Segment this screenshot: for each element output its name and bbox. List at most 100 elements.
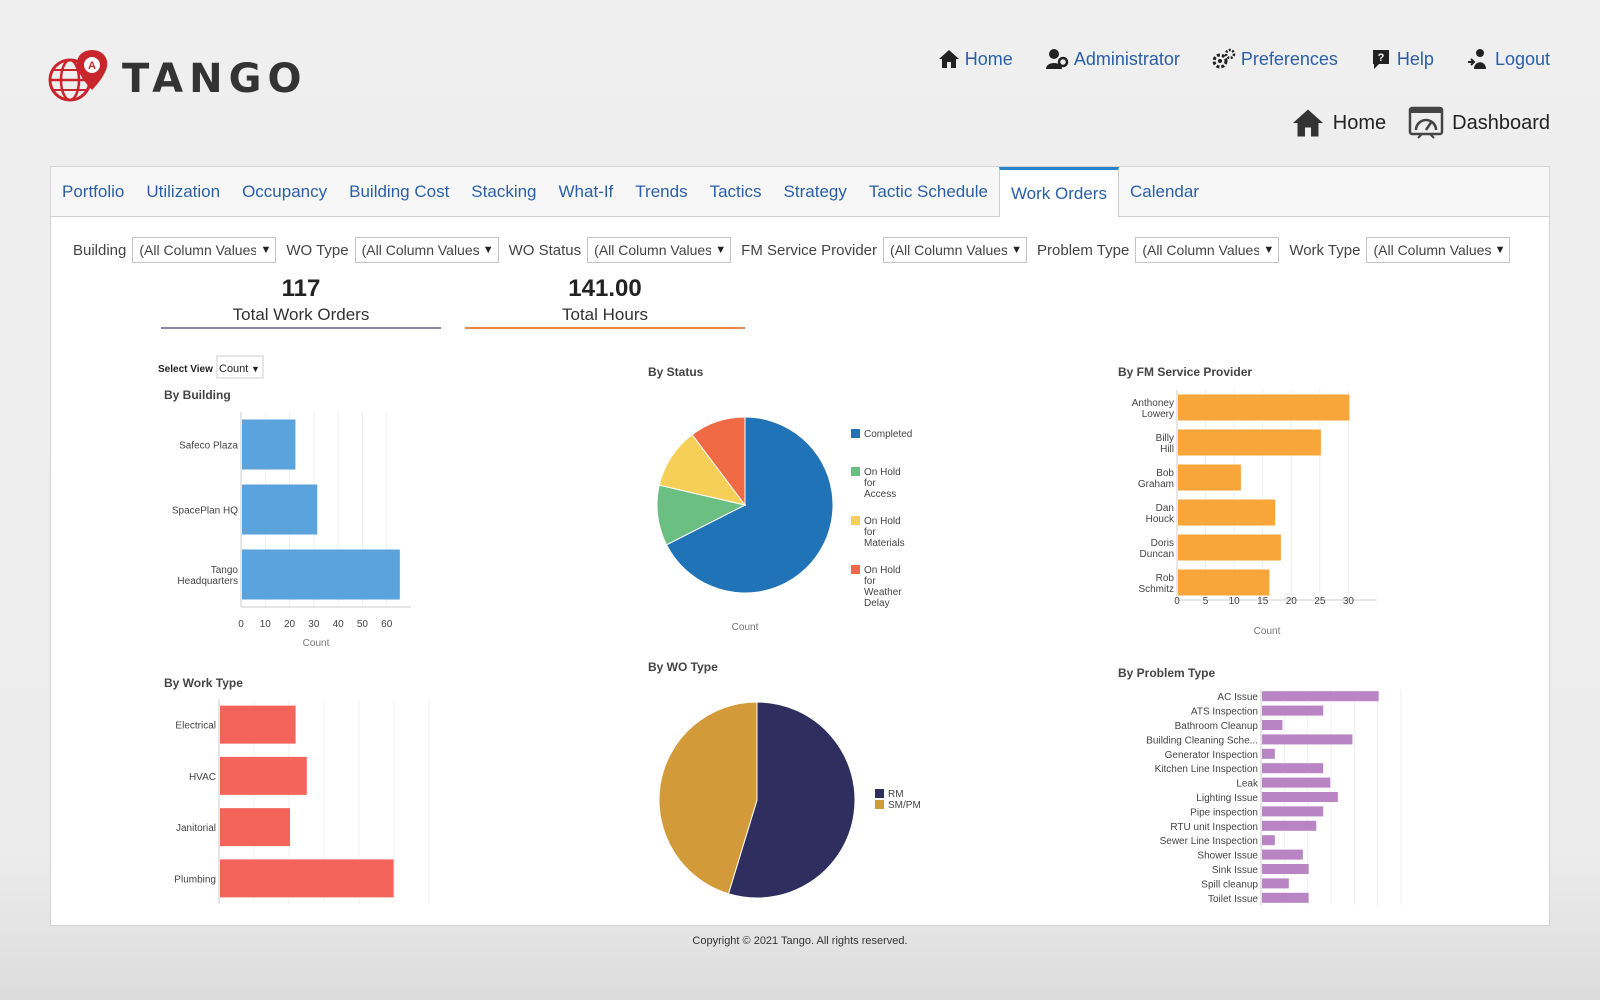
bar-generator-inspection[interactable] <box>1262 748 1275 759</box>
tab-calendar[interactable]: Calendar <box>1129 181 1199 201</box>
slice-sm-pm[interactable] <box>658 701 758 895</box>
tick-label-tango-headquarters: Tango Headquarters <box>177 565 238 587</box>
tick-label-ac-issue: AC Issue <box>1217 692 1258 703</box>
kpi-total-work-orders-value: 117 <box>281 275 321 302</box>
dropdown-arrow-icon: ▼ <box>482 244 494 256</box>
tab-tactics[interactable]: Tactics <box>709 181 762 201</box>
slice-rm[interactable] <box>727 701 856 899</box>
bar-spill-cleanup[interactable] <box>1262 878 1289 889</box>
bar-pipe-inspection[interactable] <box>1262 806 1324 817</box>
sub-nav-dashboard-label: Dashboard <box>1452 111 1550 134</box>
bar-kitchen-line-inspection[interactable] <box>1262 763 1324 774</box>
filter-building-select[interactable]: (All Column Values) ▼ <box>132 237 277 263</box>
filter-fm-provider: FM Service Provider (All Column Values) ▼ <box>741 237 1028 263</box>
bar-dan-houck[interactable] <box>1178 499 1276 526</box>
bar-hvac[interactable] <box>220 756 307 795</box>
bar-bathroom-cleanup[interactable] <box>1262 720 1283 730</box>
filter-work-type-select[interactable]: (All Column Values) ▼ <box>1366 237 1511 263</box>
x-axis-label-by-fm-provider: Count <box>1254 626 1281 637</box>
bar-building-cleaning-sche[interactable] <box>1262 734 1353 745</box>
charts-canvas: Select View Count ▼ By Building Safeco Pl… <box>158 355 1402 905</box>
bar-sink-issue[interactable] <box>1262 864 1309 874</box>
x-tick-label: 10 <box>260 619 272 630</box>
administrator-icon <box>1045 49 1069 69</box>
top-nav-help[interactable]: ? Help <box>1370 48 1434 70</box>
bar-rob-schmitz[interactable] <box>1178 569 1270 596</box>
legend-swatch-on-hold-for-access <box>851 467 860 476</box>
top-nav-administrator-label: Administrator <box>1073 48 1180 69</box>
bar-sewer-line-inspection[interactable] <box>1262 835 1275 846</box>
tango-logo[interactable]: A TANGO <box>48 48 307 110</box>
filter-fm-provider-select[interactable]: (All Column Values) ▼ <box>883 237 1028 263</box>
legend-swatch-on-hold-for-materials <box>851 516 860 525</box>
top-nav: Home Administrator Preferences ? Help Lo… <box>906 48 1550 70</box>
top-nav-preferences[interactable]: Preferences <box>1212 48 1338 70</box>
top-nav-logout[interactable]: Logout <box>1466 48 1550 70</box>
top-nav-administrator[interactable]: Administrator <box>1045 48 1180 70</box>
tick-label-leak: Leak <box>1236 779 1259 790</box>
dropdown-arrow-icon: ▼ <box>715 244 727 256</box>
filter-work-type: Work Type (All Column Values) ▼ <box>1289 237 1511 263</box>
bar-billy-hill[interactable] <box>1178 429 1321 456</box>
sub-nav-home[interactable]: Home <box>1291 106 1386 140</box>
bar-tango-headquarters[interactable] <box>242 549 400 600</box>
bar-ac-issue[interactable] <box>1262 691 1379 702</box>
tab-stacking[interactable]: Stacking <box>471 181 537 201</box>
tick-label-anthoney-lowery: Anthoney Lowery <box>1132 398 1174 420</box>
chart-title-by-building: By Building <box>164 388 231 402</box>
top-nav-help-label: Help <box>1396 48 1434 69</box>
tick-label-safeco-plaza: Safeco Plaza <box>179 441 238 452</box>
tab-trends[interactable]: Trends <box>635 181 688 201</box>
slice-completed[interactable] <box>665 416 834 594</box>
select-view-dropdown[interactable]: Count ▼ <box>216 355 264 379</box>
legend-swatch-rm <box>875 789 884 798</box>
tab-occupancy[interactable]: Occupancy <box>242 181 328 201</box>
bar-plumbing[interactable] <box>220 859 394 898</box>
tick-label-janitorial: Janitorial <box>176 823 216 834</box>
filter-bar: Building (All Column Values) ▼ WO Type (A… <box>73 237 1520 263</box>
bar-leak[interactable] <box>1262 777 1331 788</box>
sub-nav-dashboard[interactable]: Dashboard <box>1408 106 1550 140</box>
filter-wo-type: WO Type (All Column Values) ▼ <box>286 237 499 263</box>
bar-ats-inspection[interactable] <box>1262 705 1324 716</box>
chart-by-building: By Building Safeco Plaza SpacePlan HQ Tango… <box>164 388 411 649</box>
bar-rtu-unit-inspection[interactable] <box>1262 820 1317 831</box>
dropdown-arrow-icon: ▼ <box>1494 244 1506 256</box>
filter-problem-type-select[interactable]: (All Column Values) ▼ <box>1135 237 1280 263</box>
slice-on-hold-for-weather-delay[interactable] <box>691 416 746 507</box>
filter-wo-status-select[interactable]: (All Column Values) ▼ <box>587 237 732 263</box>
bar-toilet-issue[interactable] <box>1262 892 1309 903</box>
tab-portfolio[interactable]: Portfolio <box>62 181 125 201</box>
tick-label-spaceplan-hq: SpacePlan HQ <box>172 506 238 517</box>
tick-label-kitchen-line-inspection: Kitchen Line Inspection <box>1155 764 1258 775</box>
tab-building-cost[interactable]: Building Cost <box>349 181 450 201</box>
tick-label-sewer-line-inspection: Sewer Line Inspection <box>1160 836 1258 847</box>
bar-spaceplan-hq[interactable] <box>242 484 318 535</box>
bar-safeco-plaza[interactable] <box>242 419 296 470</box>
tab-strategy[interactable]: Strategy <box>783 181 847 201</box>
select-view-value: Count <box>219 363 248 375</box>
filter-wo-type-select[interactable]: (All Column Values) ▼ <box>354 237 499 263</box>
home-icon <box>1292 109 1323 137</box>
bar-electrical[interactable] <box>220 705 296 744</box>
tick-label-pipe-inspection: Pipe inspection <box>1190 807 1258 818</box>
tab-work-orders[interactable]: Work Orders <box>998 167 1119 217</box>
top-nav-home[interactable]: Home <box>938 48 1013 70</box>
bar-bob-graham[interactable] <box>1178 464 1241 491</box>
x-tick-label: 50 <box>357 619 369 630</box>
tick-label-building-cleaning-sche: Building Cleaning Sche... <box>1146 735 1258 746</box>
top-nav-preferences-label: Preferences <box>1240 48 1338 69</box>
tab-tactic-schedule[interactable]: Tactic Schedule <box>868 181 988 201</box>
bar-janitorial[interactable] <box>220 808 290 847</box>
tab-what-if[interactable]: What-If <box>558 181 614 201</box>
chart-title-by-status: By Status <box>648 365 704 379</box>
bar-doris-duncan[interactable] <box>1178 534 1281 561</box>
tab-utilization[interactable]: Utilization <box>146 181 221 201</box>
bar-anthoney-lowery[interactable] <box>1178 394 1350 421</box>
bar-lighting-issue[interactable] <box>1262 792 1338 802</box>
filter-fm-provider-label: FM Service Provider <box>741 241 878 259</box>
bar-shower-issue[interactable] <box>1262 849 1303 860</box>
tick-label-billy-hill: Billy Hill <box>1156 433 1174 455</box>
kpi-total-hours-label: Total Hours <box>465 305 745 329</box>
logout-icon <box>1467 49 1486 69</box>
